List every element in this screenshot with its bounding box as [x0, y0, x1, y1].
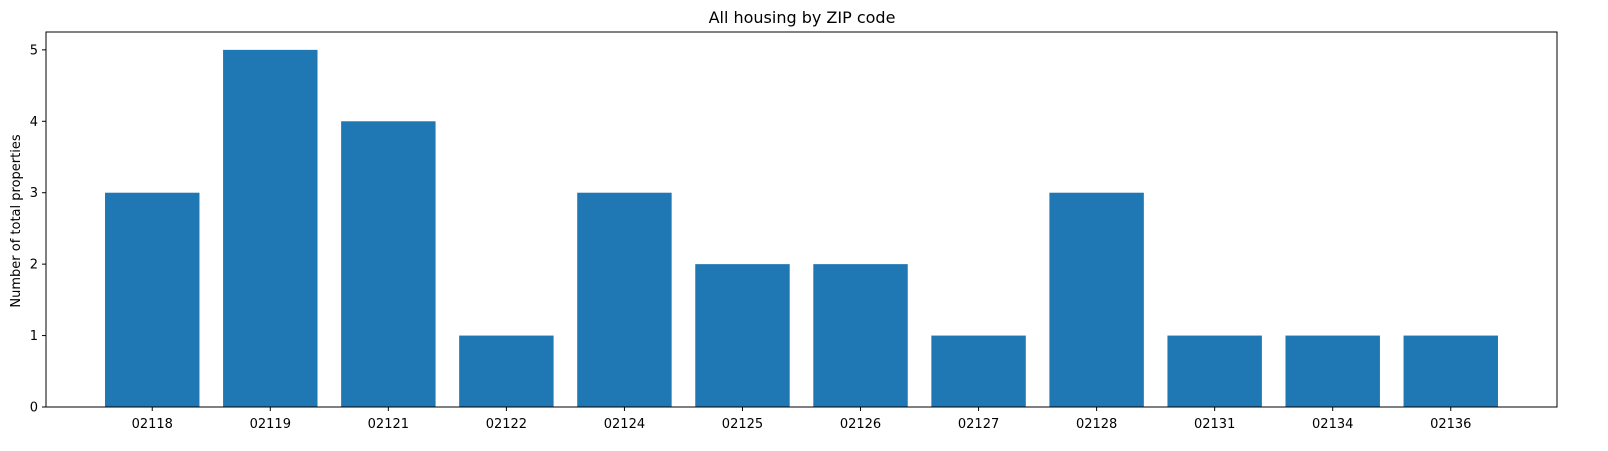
y-axis-label: Number of total properties — [9, 134, 24, 307]
x-tick-label: 02119 — [250, 417, 291, 432]
y-tick-label: 1 — [30, 329, 38, 344]
y-tick-label: 4 — [30, 115, 38, 130]
y-tick-label: 2 — [30, 258, 38, 273]
bar-02128 — [1049, 192, 1144, 407]
chart-title: All housing by ZIP code — [709, 8, 896, 27]
y-tick-label: 5 — [30, 43, 38, 58]
x-tick-label: 02127 — [958, 417, 999, 432]
y-tick-label: 0 — [30, 401, 38, 416]
x-ticks-group: 02118 02119 02121 02122 02124 02125 02126 02127… — [132, 407, 1471, 432]
bars-group — [105, 49, 1498, 408]
bar-02126 — [813, 264, 908, 407]
y-tick-label: 3 — [30, 186, 38, 201]
plot-frame — [45, 31, 1558, 408]
x-tick-label: 02134 — [1312, 417, 1353, 432]
y-ticks-group: 0 1 2 3 4 5 — [30, 43, 46, 416]
bar-02131 — [1167, 335, 1262, 407]
x-tick-label: 02122 — [486, 417, 527, 432]
bar-02118 — [105, 192, 200, 407]
bar-02122 — [459, 335, 554, 407]
bar-02134 — [1285, 335, 1380, 407]
bar-02125 — [695, 264, 790, 407]
x-tick-label: 02136 — [1430, 417, 1471, 432]
x-tick-label: 02118 — [132, 417, 173, 432]
x-tick-label: 02126 — [840, 417, 881, 432]
x-tick-label: 02131 — [1194, 417, 1235, 432]
x-tick-label: 02121 — [368, 417, 409, 432]
bar-02124 — [577, 192, 672, 407]
x-tick-label: 02124 — [604, 417, 645, 432]
x-tick-label: 02128 — [1076, 417, 1117, 432]
bar-02127 — [931, 335, 1026, 407]
bar-02121 — [341, 121, 436, 407]
x-tick-label: 02125 — [722, 417, 763, 432]
bar-02136 — [1403, 335, 1498, 407]
bar-02119 — [223, 49, 318, 408]
